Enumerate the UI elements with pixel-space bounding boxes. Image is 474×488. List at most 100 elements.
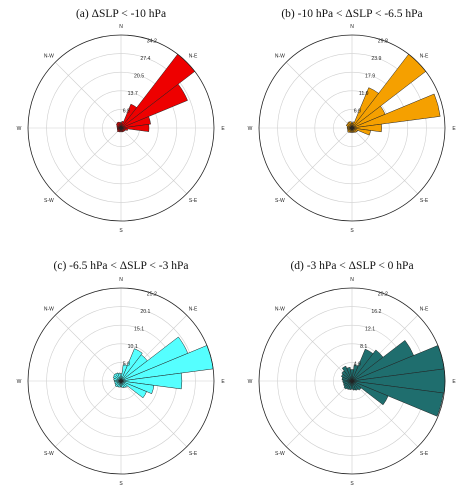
ring-value-label: 20.5 xyxy=(134,74,144,80)
direction-label: N-E xyxy=(420,307,429,313)
grid-spoke xyxy=(351,380,418,447)
outer-ring xyxy=(258,287,446,475)
axis-labels: N N-E E S-E S S-W W N-W 5.0 10.1 15.1 20.1 25.2 xyxy=(17,277,226,487)
grid-spoke xyxy=(120,380,187,447)
rose-panel-d: (d) -3 hPa < ΔSLP < 0 hPa NN-EES-ESS-WWN… xyxy=(248,260,457,487)
ring-value-label: 4.0 xyxy=(354,362,361,368)
grid-spoke xyxy=(55,380,122,447)
rose-petal xyxy=(117,372,122,382)
rose-petal xyxy=(120,380,147,399)
direction-label: S-W xyxy=(44,451,54,457)
rose-petal xyxy=(120,124,150,132)
direction-label: S-W xyxy=(275,451,285,457)
ring-value-label: 13.7 xyxy=(128,91,138,97)
direction-label: S xyxy=(119,481,123,487)
petals xyxy=(258,34,446,222)
direction-label: S-E xyxy=(189,451,198,457)
ring-value-label: 20.2 xyxy=(378,292,388,298)
rose-petal xyxy=(351,380,356,391)
rose-petal xyxy=(120,380,128,388)
rose-petal xyxy=(120,83,188,129)
direction-label: S-E xyxy=(420,198,429,204)
rose-petal xyxy=(347,127,353,132)
direction-label: S-E xyxy=(189,198,198,204)
ring-value-label: 20.1 xyxy=(140,309,150,315)
grid-spoke xyxy=(55,315,122,382)
direction-label: W xyxy=(17,126,22,132)
grid-spoke xyxy=(55,127,122,194)
panel-title: (b) -10 hPa < ΔSLP < -6.5 hPa xyxy=(281,8,422,20)
ring-value-label: 10.1 xyxy=(128,344,138,350)
ring-value-label: 15.1 xyxy=(134,327,144,333)
direction-label: W xyxy=(248,379,253,385)
ring-value-label: 34.2 xyxy=(147,39,157,45)
direction-label: S xyxy=(350,228,354,234)
petals xyxy=(258,287,446,475)
rose-petal xyxy=(114,380,122,388)
ring-value-label: 11.9 xyxy=(359,91,369,97)
rose-petal xyxy=(351,93,441,129)
direction-label: N-E xyxy=(189,307,198,313)
rose-petal xyxy=(343,380,353,390)
grid-spoke xyxy=(286,62,353,129)
grid-spoke xyxy=(55,62,122,129)
direction-label: N-W xyxy=(275,307,285,313)
direction-label: N xyxy=(350,24,354,30)
direction-label: S xyxy=(119,228,123,234)
direction-label: N-E xyxy=(420,54,429,60)
direction-label: W xyxy=(248,126,253,132)
ring-value-label: 5.0 xyxy=(123,362,130,368)
grid-spoke xyxy=(286,380,353,447)
rose-petal xyxy=(120,348,143,382)
direction-label: S-E xyxy=(420,451,429,457)
grid-spoke xyxy=(351,127,418,194)
rose-petal xyxy=(346,367,353,382)
panel-title: (c) -6.5 hPa < ΔSLP < -3 hPa xyxy=(54,260,189,272)
rose-petal xyxy=(351,127,356,133)
direction-label: E xyxy=(221,126,225,132)
rose-petal xyxy=(118,121,122,129)
rose-petal xyxy=(351,348,374,382)
grid-spoke xyxy=(286,127,353,194)
direction-label: N xyxy=(119,277,123,283)
direction-label: E xyxy=(452,126,456,132)
rose-petal xyxy=(351,380,359,391)
rose-petal xyxy=(120,372,183,390)
ring-value-label: 23.9 xyxy=(371,56,381,62)
direction-label: S-W xyxy=(44,198,54,204)
rose-panel-b: (b) -10 hPa < ΔSLP < -6.5 hPa N N-E E S-E S S… xyxy=(248,8,457,234)
rose-petal xyxy=(120,103,138,129)
panel-title: (a) ΔSLP < -10 hPa xyxy=(76,8,166,20)
ring-value-label: 6.8 xyxy=(123,109,130,115)
ring-value-label: 6.0 xyxy=(354,109,361,115)
direction-label: W xyxy=(17,379,22,385)
grid-spoke xyxy=(120,127,187,194)
direction-label: N-E xyxy=(189,54,198,60)
rose-petal xyxy=(351,380,444,417)
direction-label: S xyxy=(350,481,354,487)
rose-petal xyxy=(120,380,124,388)
ring-value-label: 17.9 xyxy=(365,74,375,80)
rose-petal xyxy=(351,87,379,129)
grid-spoke xyxy=(286,315,353,382)
petals xyxy=(27,287,215,475)
ring-value-label: 25.2 xyxy=(147,292,157,298)
axis-labels: N N-E E S-E S S-W W N-W 4.0 8.1 12.1 16.2 20.2 xyxy=(248,277,457,487)
rose-panel-c: (c) -6.5 hPa < ΔSLP < -3 hPa N N-E E S-E S S-… xyxy=(17,260,226,487)
rose-petal xyxy=(120,380,126,389)
outer-ring xyxy=(258,34,446,222)
ring-value-label: 8.1 xyxy=(360,344,367,350)
direction-label: N xyxy=(119,24,123,30)
direction-label: E xyxy=(452,379,456,385)
rose-panel-a: (a) ΔSLP < -10 hPa N N-E E S-E S S-W W N-W 6.8 13… xyxy=(17,8,226,234)
outer-ring xyxy=(27,287,215,475)
rose-petal xyxy=(349,121,353,129)
ring-value-label: 16.2 xyxy=(371,309,381,315)
ring-value-label: 29.8 xyxy=(378,39,388,45)
axis-labels: N N-E E S-E S S-W W N-W 6.0 11.9 17.9 23.9 29.8 xyxy=(248,24,457,234)
rose-petal xyxy=(120,116,151,129)
direction-label: N-W xyxy=(275,54,285,60)
rose-petal xyxy=(113,373,122,382)
petals xyxy=(27,34,215,222)
